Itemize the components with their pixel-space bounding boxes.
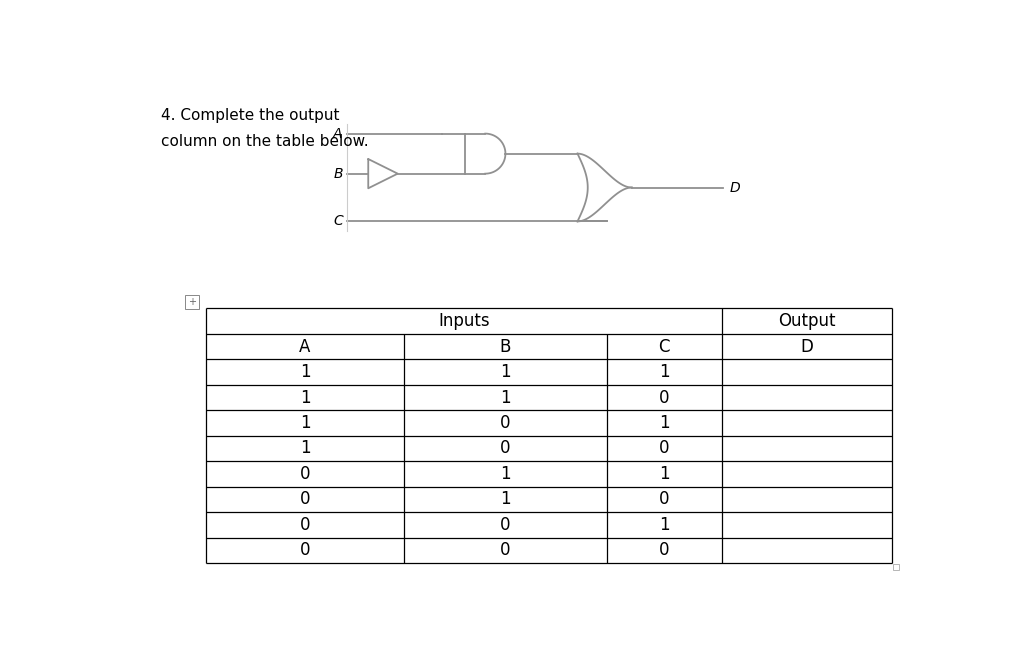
Text: 1: 1 [658, 363, 670, 381]
Text: 0: 0 [658, 439, 670, 457]
Text: 1: 1 [658, 465, 670, 483]
Text: Output: Output [778, 312, 836, 330]
Text: D: D [801, 337, 813, 355]
Text: 0: 0 [500, 516, 511, 534]
Text: +: + [187, 297, 196, 307]
Text: B: B [500, 337, 511, 355]
Text: 0: 0 [300, 541, 310, 559]
Text: C: C [658, 337, 670, 355]
Text: 1: 1 [300, 414, 310, 432]
Text: Inputs: Inputs [438, 312, 489, 330]
Text: 0: 0 [300, 516, 310, 534]
Text: D: D [729, 181, 740, 195]
Text: 1: 1 [300, 363, 310, 381]
Text: 1: 1 [500, 388, 511, 406]
Bar [893, 564, 899, 570]
Text: 1: 1 [658, 516, 670, 534]
Text: 0: 0 [658, 388, 670, 406]
Text: 0: 0 [500, 439, 511, 457]
Text: 1: 1 [500, 490, 511, 508]
Text: 1: 1 [300, 388, 310, 406]
Text: 0: 0 [500, 414, 511, 432]
Text: 1: 1 [500, 363, 511, 381]
Text: 0: 0 [300, 465, 310, 483]
Text: 4. Complete the output: 4. Complete the output [161, 108, 339, 123]
Text: 1: 1 [300, 439, 310, 457]
Text: 0: 0 [658, 490, 670, 508]
Text: A: A [333, 126, 343, 141]
Text: B: B [333, 166, 343, 181]
Bar [185, 295, 199, 309]
Text: C: C [333, 214, 343, 228]
Text: column on the table below.: column on the table below. [161, 134, 369, 148]
Text: 0: 0 [300, 490, 310, 508]
Text: 0: 0 [500, 541, 511, 559]
Text: A: A [299, 337, 310, 355]
Text: 1: 1 [500, 465, 511, 483]
Text: 1: 1 [658, 414, 670, 432]
Text: 0: 0 [658, 541, 670, 559]
